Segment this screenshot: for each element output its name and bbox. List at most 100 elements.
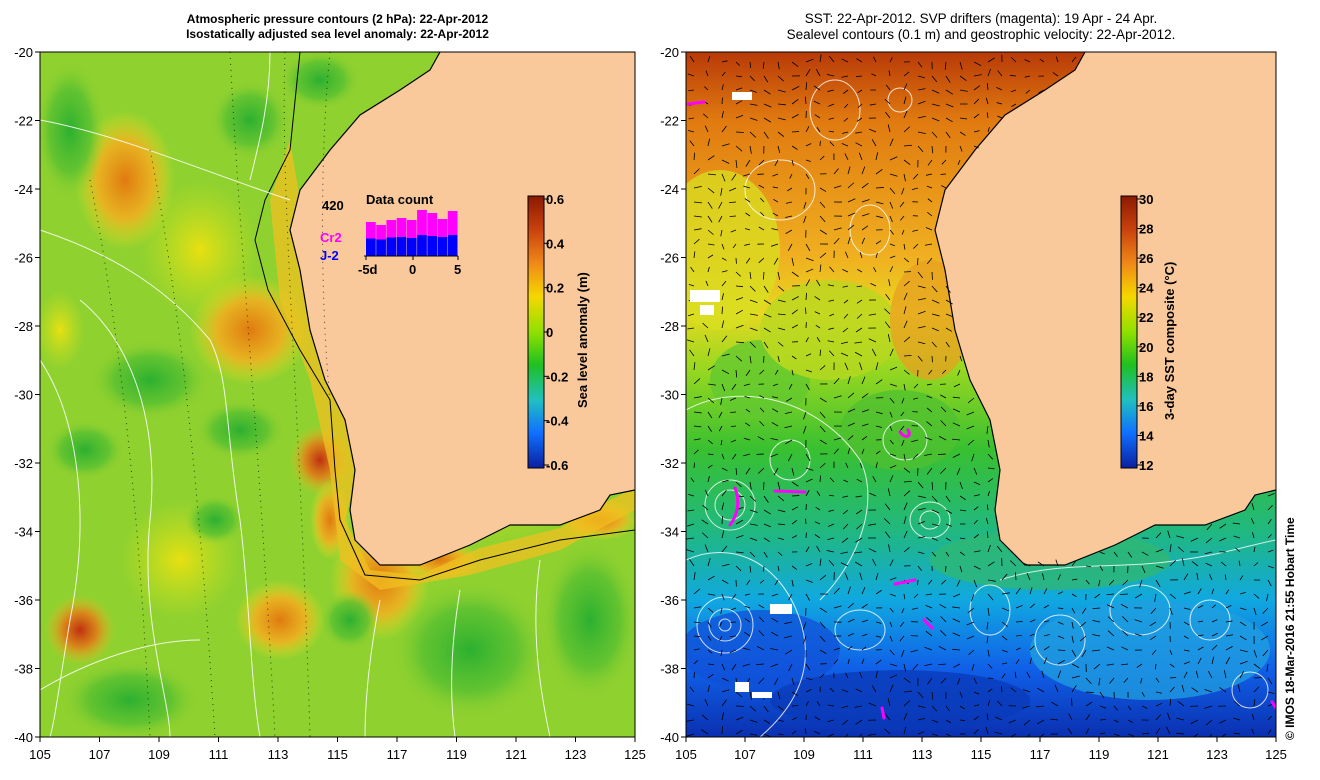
velocity-arrow	[827, 284, 835, 287]
velocity-arrow	[1167, 530, 1171, 539]
velocity-arrow	[742, 647, 751, 651]
inset-bar-j2	[437, 237, 448, 256]
velocity-arrow	[828, 509, 835, 512]
velocity-arrow	[731, 663, 737, 671]
velocity-arrow	[956, 579, 961, 587]
velocity-arrow	[1191, 687, 1199, 693]
velocity-arrow	[707, 266, 710, 273]
velocity-arrow	[777, 495, 785, 502]
sst-variations	[686, 170, 1270, 730]
right-xtick-label: 119	[1089, 747, 1110, 762]
velocity-arrow	[721, 111, 724, 119]
velocity-arrow	[952, 618, 961, 623]
velocity-arrow	[743, 185, 751, 189]
velocity-arrow	[844, 153, 849, 161]
velocity-arrow	[707, 558, 711, 567]
velocity-arrow	[749, 719, 758, 723]
inset-series-cr2: Cr2	[320, 230, 342, 245]
right-ytick-label: -22	[660, 114, 679, 129]
velocity-arrow	[730, 229, 737, 233]
velocity-arrow	[952, 453, 961, 458]
velocity-arrow	[875, 572, 879, 581]
left-xtick-label: 115	[327, 747, 348, 762]
velocity-arrow	[861, 225, 869, 231]
velocity-arrow	[791, 271, 799, 277]
velocity-arrow	[731, 173, 737, 181]
velocity-arrow	[903, 690, 912, 693]
velocity-arrow	[686, 339, 695, 343]
velocity-arrow	[1080, 621, 1087, 628]
velocity-arrow	[928, 579, 933, 585]
velocity-arrow	[721, 125, 727, 133]
velocity-arrow	[1015, 587, 1021, 595]
velocity-arrow	[758, 677, 765, 684]
velocity-arrow	[729, 215, 737, 217]
velocity-arrow	[945, 705, 951, 712]
velocity-arrow	[1267, 715, 1272, 721]
velocity-arrow	[735, 75, 742, 78]
velocity-arrow	[721, 677, 729, 682]
velocity-arrow	[1121, 663, 1129, 666]
velocity-arrow	[871, 348, 877, 357]
velocity-arrow	[889, 593, 896, 597]
velocity-arrow	[721, 257, 727, 261]
velocity-arrow	[749, 285, 756, 292]
velocity-arrow	[814, 311, 821, 315]
velocity-arrow	[819, 462, 826, 469]
velocity-arrow	[842, 509, 849, 515]
velocity-arrow	[744, 228, 751, 231]
velocity-arrow	[1191, 561, 1199, 567]
velocity-arrow	[861, 633, 868, 637]
velocity-arrow	[888, 70, 891, 77]
velocity-arrow	[1106, 646, 1115, 651]
velocity-arrow	[1085, 691, 1094, 693]
velocity-arrow	[1166, 726, 1171, 735]
velocity-arrow	[854, 705, 863, 708]
velocity-arrow	[843, 479, 849, 483]
velocity-arrow	[939, 603, 947, 609]
velocity-arrow	[763, 705, 769, 713]
velocity-arrow	[903, 530, 908, 539]
velocity-arrow	[803, 425, 807, 434]
velocity-arrow	[1043, 588, 1048, 595]
velocity-arrow	[735, 481, 742, 488]
velocity-arrow	[931, 481, 934, 490]
velocity-arrow	[903, 159, 911, 166]
velocity-arrow	[1085, 701, 1093, 707]
velocity-arrow	[931, 313, 940, 317]
velocity-arrow	[803, 201, 807, 209]
velocity-arrow	[903, 712, 908, 721]
left-colorbar-scale	[527, 195, 545, 469]
velocity-arrow	[1057, 635, 1065, 639]
velocity-arrow	[819, 607, 827, 613]
velocity-arrow	[870, 283, 877, 287]
velocity-arrow	[791, 520, 798, 525]
colorbar-tick-label: 24	[1139, 281, 1154, 296]
velocity-arrow	[889, 366, 898, 371]
velocity-arrow	[693, 635, 701, 638]
velocity-arrow	[953, 663, 961, 668]
velocity-arrow	[912, 229, 919, 232]
velocity-arrow	[687, 703, 695, 707]
velocity-arrow	[917, 495, 926, 499]
velocity-arrow	[973, 467, 978, 475]
velocity-arrow	[745, 369, 751, 376]
velocity-arrow	[707, 663, 714, 666]
velocity-arrow	[707, 684, 710, 693]
velocity-arrow	[917, 131, 926, 135]
left-xtick-label: 125	[624, 747, 646, 762]
velocity-arrow	[973, 145, 979, 149]
velocity-arrow	[1225, 634, 1234, 637]
velocity-arrow	[688, 117, 695, 120]
velocity-arrow	[777, 327, 786, 331]
velocity-arrow	[987, 490, 990, 497]
velocity-arrow	[1036, 705, 1045, 708]
velocity-arrow	[926, 467, 933, 475]
velocity-arrow	[759, 420, 765, 427]
velocity-arrow	[693, 186, 702, 189]
velocity-arrow	[749, 131, 757, 138]
velocity-arrow	[1260, 635, 1269, 641]
velocity-arrow	[987, 127, 990, 133]
velocity-arrow	[903, 355, 912, 357]
left-colorbar-label: Sea level anomaly (m)	[575, 272, 590, 408]
